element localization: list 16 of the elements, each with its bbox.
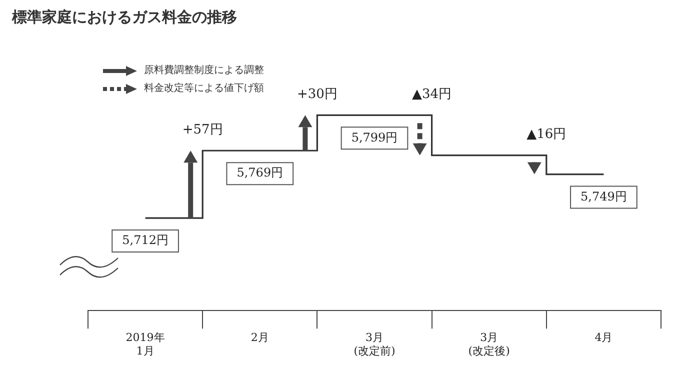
text: 原料費調整制度による調整 bbox=[144, 64, 264, 78]
text: +30円 bbox=[296, 87, 338, 102]
chart-title: 標準家庭におけるガス料金の推移 bbox=[12, 8, 237, 27]
data-label: 5,799円 bbox=[351, 130, 398, 144]
annotation: ▲16円 bbox=[526, 127, 566, 142]
x-tick-label: 3月 (改定前) bbox=[354, 331, 396, 358]
x-tick-label: 2019年 1月 bbox=[126, 331, 165, 358]
text: ▲34円 bbox=[412, 87, 452, 102]
annotation: +57円 bbox=[182, 122, 223, 138]
data-label: 5,749円 bbox=[580, 189, 627, 204]
data-label: 5,769円 bbox=[236, 166, 284, 180]
x-tick-label: 4月 bbox=[594, 331, 613, 344]
x-tick-label: 2月 bbox=[250, 331, 269, 344]
text: 料金改定等による値下げ額 bbox=[144, 82, 264, 96]
data-label: 5,712円 bbox=[122, 233, 168, 248]
x-tick-label: 3月 (改定後) bbox=[468, 331, 510, 358]
